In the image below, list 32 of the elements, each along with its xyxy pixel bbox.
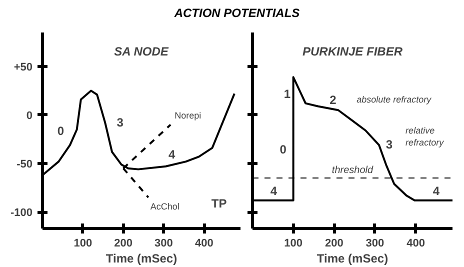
y-tick-label: -50 bbox=[16, 158, 33, 170]
y-tick-label: +50 bbox=[14, 61, 33, 74]
x-tick-label: 400 bbox=[406, 238, 425, 250]
text: PURKINJE FIBER bbox=[302, 44, 403, 58]
x-tick-label: 400 bbox=[194, 238, 214, 250]
annotation: 2 bbox=[330, 92, 337, 107]
x-tick-label: 200 bbox=[114, 238, 132, 250]
annotation: 4 bbox=[168, 147, 176, 162]
x-axis-title: Time (mSec) bbox=[106, 252, 178, 266]
series-label: Norepi bbox=[174, 110, 202, 121]
x-tick-label: 200 bbox=[324, 238, 344, 250]
annotation: 3 bbox=[386, 138, 393, 152]
x-tick-label: 100 bbox=[74, 238, 92, 250]
x-tick-label: 100 bbox=[284, 238, 302, 250]
annotation: absolute refractory bbox=[356, 94, 432, 104]
ref-line-label: threshold bbox=[332, 165, 374, 176]
y-tick-label: 0 bbox=[26, 110, 33, 122]
x-tick-label: 300 bbox=[154, 238, 173, 250]
annotation: relative refractory bbox=[406, 125, 444, 148]
text: SA NODE bbox=[114, 44, 170, 58]
annotation: 4 bbox=[270, 184, 278, 198]
series-label: AcChol bbox=[150, 201, 180, 212]
annotation: 4 bbox=[432, 184, 440, 198]
y-tick-label: -100 bbox=[10, 207, 33, 220]
annotation: TP bbox=[211, 196, 227, 210]
annotation: 0 bbox=[280, 142, 287, 156]
annotation: 3 bbox=[116, 115, 124, 130]
x-axis-title: Time (mSec) bbox=[316, 252, 388, 266]
chart-title: ACTION POTENTIALS bbox=[174, 5, 300, 22]
annotation: 0 bbox=[57, 124, 64, 138]
annotation: 1 bbox=[284, 87, 291, 102]
x-tick-label: 300 bbox=[366, 238, 384, 250]
